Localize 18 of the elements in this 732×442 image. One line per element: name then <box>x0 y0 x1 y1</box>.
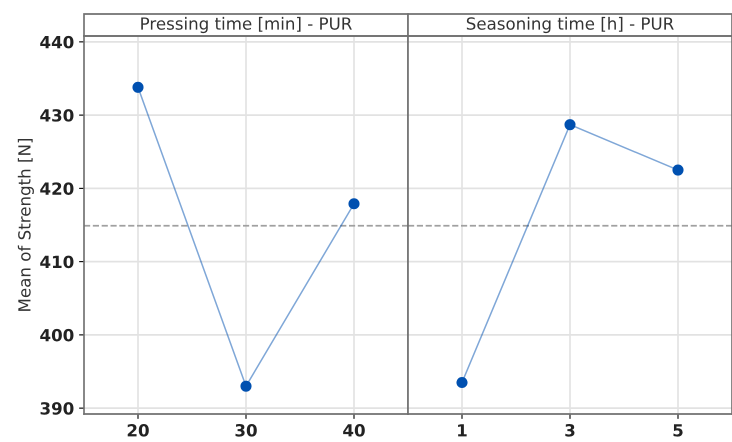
y-tick-label: 390 <box>40 402 74 415</box>
point <box>132 82 144 93</box>
x-tick-label: 30 <box>236 424 257 437</box>
x-tick-label: 3 <box>565 424 574 437</box>
x-tick-label: 5 <box>673 424 683 437</box>
y-tick-label: 400 <box>40 328 74 342</box>
x-tick-label: 1 <box>458 424 467 436</box>
chart-title: Seasoning time [h] - PUR <box>466 16 674 34</box>
y-tick-label: 440 <box>40 36 74 48</box>
y-tick-label: 410 <box>40 256 74 268</box>
x-tick-label: 40 <box>343 424 365 437</box>
y-axis-title: Mean of Strength [N] <box>18 138 34 311</box>
y-tick-label: 430 <box>40 109 74 122</box>
y-tick-label: 420 <box>40 182 74 195</box>
chart-title: Pressing time [min] - PUR <box>141 16 352 34</box>
x-tick-label: 20 <box>128 424 149 437</box>
point <box>348 198 360 210</box>
point <box>240 380 252 392</box>
